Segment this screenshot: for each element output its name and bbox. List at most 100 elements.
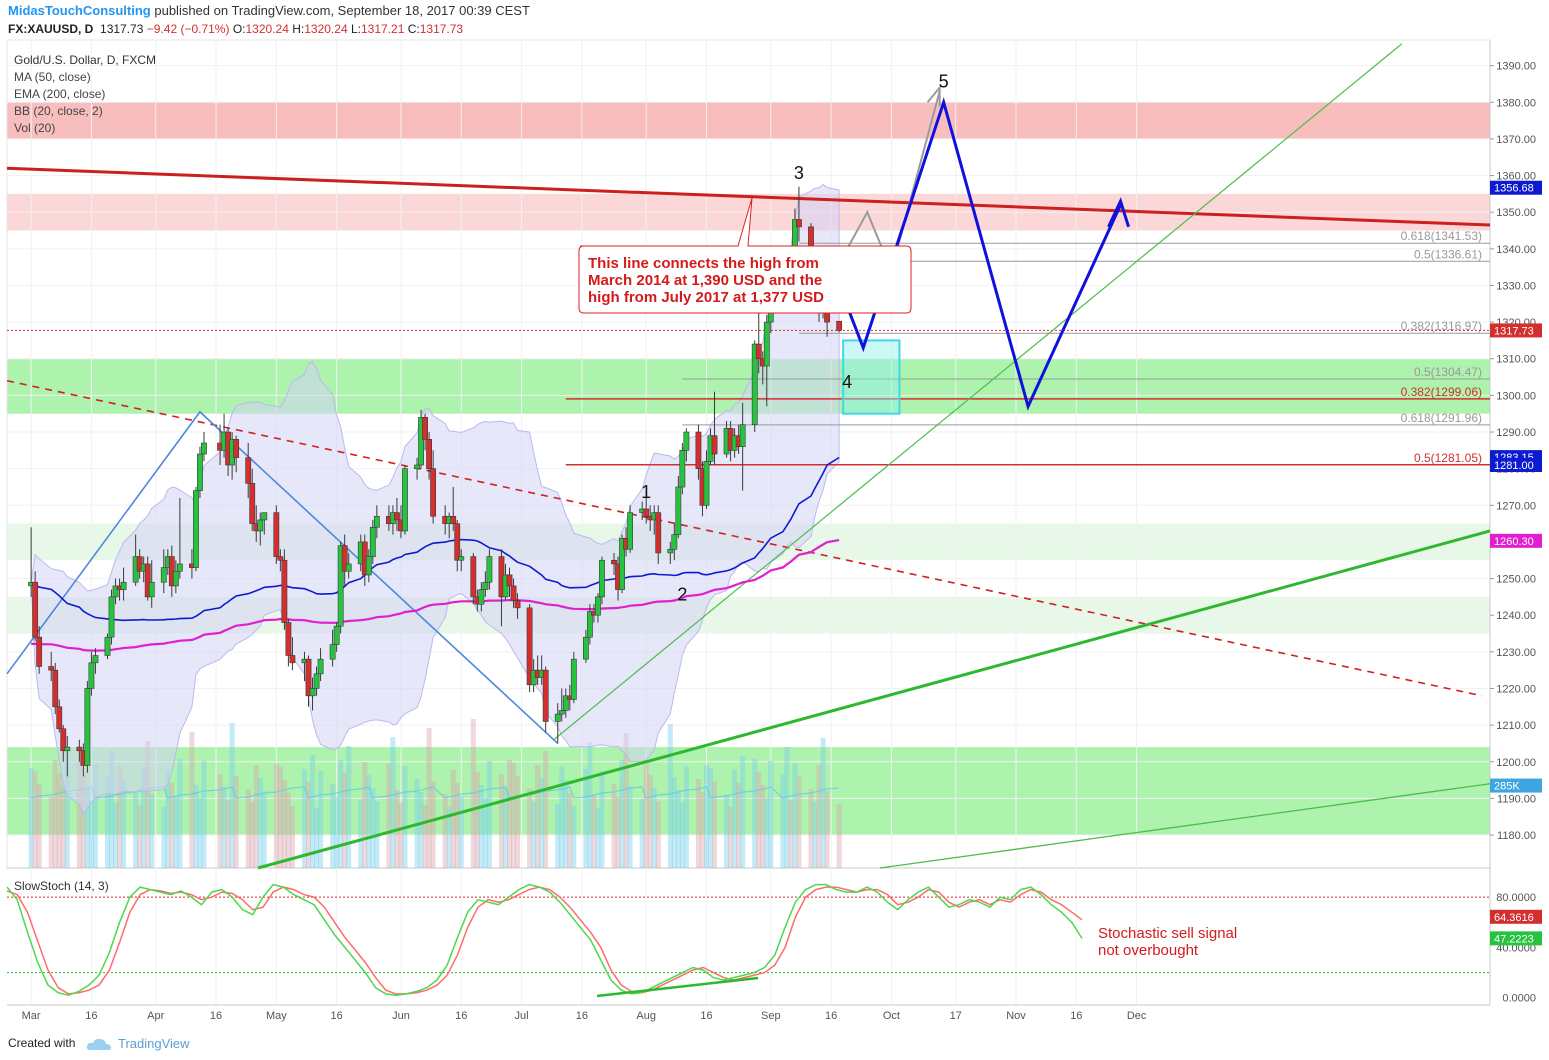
candle-body[interactable] (233, 439, 240, 458)
candle-body[interactable] (273, 512, 280, 557)
candle-body[interactable] (582, 636, 589, 660)
candle-body[interactable] (277, 556, 284, 561)
candle-body[interactable] (450, 515, 457, 524)
author-link[interactable]: MidasTouchConsulting (8, 3, 151, 18)
candle-body[interactable] (305, 658, 312, 697)
candle-body[interactable] (506, 574, 513, 587)
legend-bb[interactable]: BB (20, close, 2) (14, 104, 103, 118)
candle-body[interactable] (249, 483, 256, 524)
candle-body[interactable] (48, 666, 55, 671)
candle-body[interactable] (285, 622, 292, 656)
candle-body[interactable] (402, 468, 408, 532)
candle-body[interactable] (486, 556, 493, 583)
candle-body[interactable] (836, 320, 843, 331)
candle-body[interactable] (675, 486, 682, 535)
candle-body[interactable] (796, 219, 802, 228)
candle-body[interactable] (120, 581, 127, 590)
candle-body[interactable] (176, 563, 183, 572)
candle-body[interactable] (643, 508, 650, 517)
candle-body[interactable] (526, 607, 533, 686)
candle-body[interactable] (542, 669, 549, 722)
candle-body[interactable] (683, 431, 690, 451)
candle-body[interactable] (201, 442, 207, 455)
candle-body[interactable] (679, 450, 686, 488)
candle-body[interactable] (309, 688, 316, 697)
symbol-name[interactable]: FX:XAUUSD, D (8, 22, 94, 36)
candle-body[interactable] (755, 343, 762, 360)
candle-body[interactable] (458, 556, 465, 561)
candle-body[interactable] (56, 706, 63, 730)
candle-body[interactable] (655, 512, 662, 554)
candle-body[interactable] (454, 523, 461, 561)
candle-body[interactable] (595, 596, 601, 616)
candle-body[interactable] (414, 464, 420, 469)
candle-body[interactable] (257, 519, 264, 532)
candle-body[interactable] (32, 581, 39, 638)
candle-body[interactable] (667, 548, 674, 554)
candle-body[interactable] (751, 343, 758, 425)
candle-body[interactable] (739, 424, 746, 447)
candle-body[interactable] (289, 655, 296, 664)
candle-body[interactable] (611, 559, 617, 565)
legend-ma[interactable]: MA (50, close) (14, 70, 91, 84)
candle-body[interactable] (108, 596, 115, 638)
candle-body[interactable] (341, 545, 348, 572)
candle-body[interactable] (92, 655, 99, 664)
candle-body[interactable] (695, 431, 702, 469)
candle-body[interactable] (627, 512, 633, 550)
candle-body[interactable] (394, 512, 400, 521)
candle-body[interactable] (711, 435, 718, 455)
candle-body[interactable] (337, 545, 344, 627)
candle-body[interactable] (570, 658, 577, 700)
candle-body[interactable] (144, 563, 151, 598)
candle-body[interactable] (369, 526, 376, 557)
candle-body[interactable] (193, 490, 199, 568)
candle-body[interactable] (313, 673, 320, 689)
candle-body[interactable] (261, 512, 268, 521)
candle-body[interactable] (422, 417, 428, 440)
candle-body[interactable] (418, 417, 424, 466)
candle-body[interactable] (558, 710, 565, 715)
candle-body[interactable] (197, 453, 203, 491)
candle-body[interactable] (345, 563, 352, 572)
candle-body[interactable] (554, 713, 561, 722)
candle-body[interactable] (482, 581, 489, 590)
candle-body[interactable] (329, 644, 336, 660)
legend-vol[interactable]: Vol (20) (14, 121, 55, 135)
candle-body[interactable] (172, 570, 179, 587)
candle-body[interactable] (426, 439, 432, 469)
candle-body[interactable] (88, 662, 95, 689)
candle-body[interactable] (373, 515, 380, 528)
candle-body[interactable] (160, 567, 167, 583)
candle-body[interactable] (619, 537, 625, 590)
candle-body[interactable] (586, 611, 593, 638)
candle-body[interactable] (510, 585, 517, 601)
legend-ema[interactable]: EMA (200, close) (14, 87, 105, 101)
candle-body[interactable] (365, 556, 372, 576)
tradingview-link[interactable]: TradingView (118, 1036, 190, 1051)
candle-body[interactable] (671, 534, 678, 550)
candle-body[interactable] (470, 556, 477, 598)
candle-body[interactable] (514, 600, 521, 609)
candle-body[interactable] (478, 589, 485, 605)
candle-body[interactable] (76, 746, 83, 752)
candle-body[interactable] (112, 585, 119, 598)
candle-body[interactable] (333, 625, 340, 645)
candle-body[interactable] (64, 746, 71, 752)
candle-body[interactable] (599, 559, 605, 598)
candle-body[interactable] (430, 468, 437, 517)
candle-body[interactable] (281, 559, 288, 623)
candle-body[interactable] (562, 695, 569, 711)
stoch-title[interactable]: SlowStoch (14, 3) (14, 879, 109, 893)
candle-body[interactable] (52, 669, 59, 708)
candle-body[interactable] (317, 658, 324, 675)
candle-body[interactable] (104, 636, 111, 656)
candle-body[interactable] (148, 581, 155, 598)
candle-body[interactable] (36, 636, 43, 667)
candle-body[interactable] (84, 688, 91, 766)
candle-body[interactable] (60, 728, 67, 752)
candle-body[interactable] (763, 321, 770, 367)
candle-body[interactable] (245, 457, 252, 484)
candle-body[interactable] (703, 461, 710, 506)
